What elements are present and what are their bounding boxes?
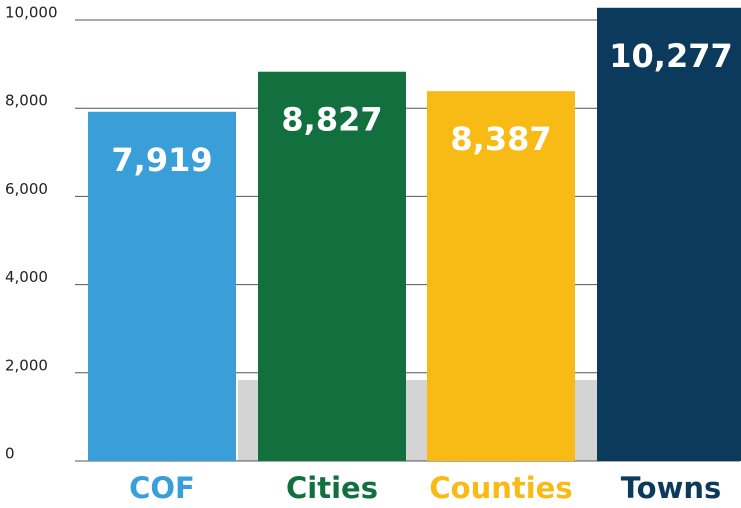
value-label: 8,387: [450, 120, 551, 158]
y-tick-label: 8,000: [5, 92, 48, 110]
bar: [597, 7, 741, 461]
bar: [427, 91, 575, 461]
y-tick-label: 6,000: [5, 180, 48, 198]
x-tick-label: Towns: [621, 471, 722, 505]
x-tick-label: Counties: [429, 471, 572, 505]
value-label: 10,277: [609, 37, 732, 75]
bar: [258, 71, 406, 461]
x-tick-label: Cities: [286, 471, 378, 505]
y-tick-label: 4,000: [5, 268, 48, 286]
y-tick-label: 10,000: [5, 4, 58, 22]
y-tick-label: 0: [5, 445, 15, 463]
y-tick-label: 2,000: [5, 356, 48, 374]
x-tick-label: COF: [129, 471, 195, 505]
bar: [88, 111, 236, 462]
value-label: 7,919: [111, 141, 212, 179]
value-label: 8,827: [281, 101, 382, 139]
